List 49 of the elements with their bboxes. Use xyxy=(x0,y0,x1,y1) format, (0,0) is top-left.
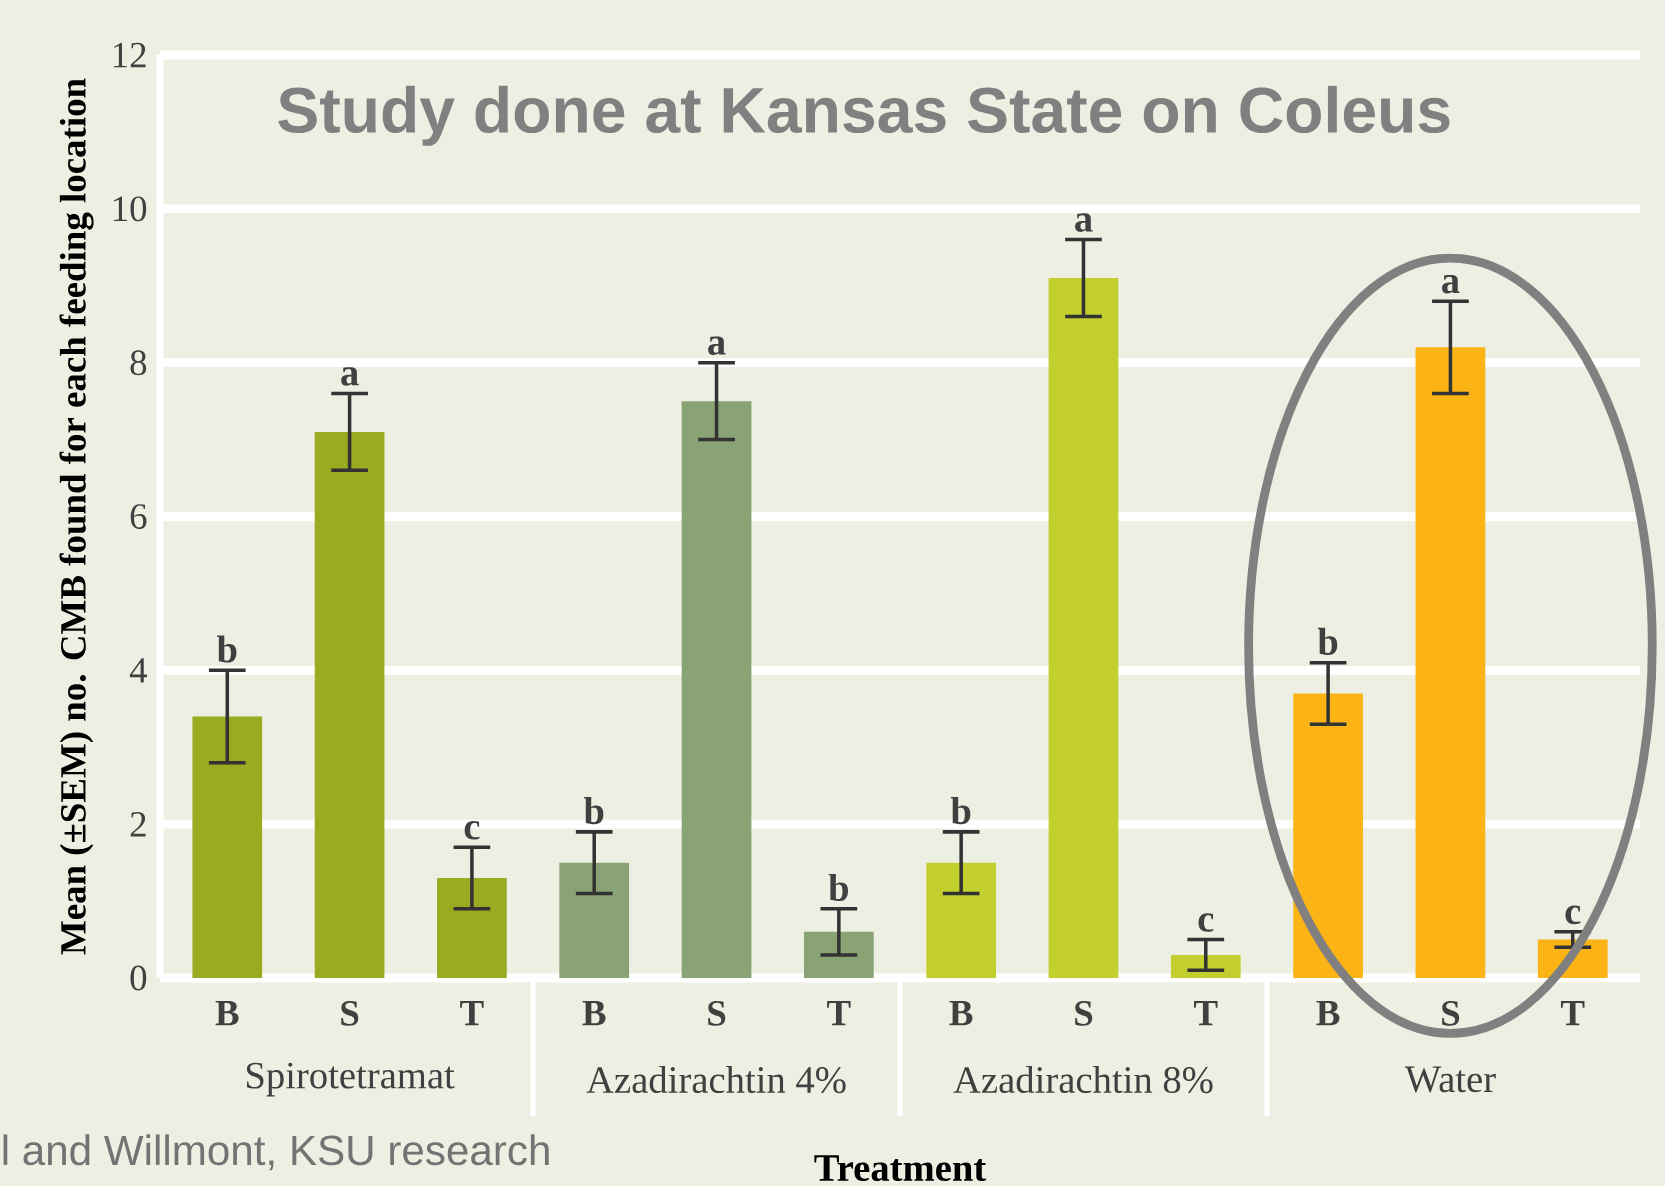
data-label: a xyxy=(341,367,359,386)
y-tick-label: 0 xyxy=(130,965,147,991)
data-label: b xyxy=(217,635,237,663)
x-tick-label: S xyxy=(341,1001,359,1026)
text: l and Willmont, KSU research xyxy=(3,1134,549,1171)
y-axis-title: Mean (±SEM) no. CMB found for each feeding location xyxy=(59,78,94,955)
bar xyxy=(559,862,630,979)
bar xyxy=(437,878,507,979)
x-tick-label: B xyxy=(215,1001,239,1026)
x-tick-label: S xyxy=(1075,1001,1093,1026)
bar xyxy=(1293,693,1363,979)
data-label: b xyxy=(583,797,604,825)
text: Azadirachtin 8% xyxy=(953,1066,1213,1094)
y-tick-label: 12 xyxy=(113,42,146,68)
x-tick-label: T xyxy=(1560,1001,1585,1026)
bar xyxy=(926,862,997,979)
y-tick-label: 2 xyxy=(130,812,146,837)
text: Spirotetramat xyxy=(246,1062,455,1097)
bar xyxy=(192,716,263,979)
x-axis-title: Treatment xyxy=(814,1155,987,1182)
x-tick-label: S xyxy=(1442,1001,1460,1026)
text: Azadirachtin 4% xyxy=(586,1066,846,1094)
bar xyxy=(1048,278,1119,979)
x-tick-label: T xyxy=(460,1001,484,1026)
y-tick-label: 10 xyxy=(113,196,147,222)
bar xyxy=(1415,347,1486,979)
data-label: b xyxy=(828,874,848,902)
data-label: a xyxy=(1442,275,1460,294)
data-label: b xyxy=(950,797,971,825)
data-label: a xyxy=(1075,213,1093,233)
x-tick-label: B xyxy=(949,1001,973,1026)
bar xyxy=(314,432,385,979)
data-label: b xyxy=(1317,627,1338,656)
x-tick-label: S xyxy=(708,1001,726,1026)
y-tick-label: 6 xyxy=(130,504,147,530)
y-tick-label: 4 xyxy=(129,658,147,683)
x-tick-label: B xyxy=(1316,1001,1340,1026)
x-tick-label: B xyxy=(582,1001,606,1026)
bar xyxy=(681,401,752,979)
data-label: a xyxy=(708,336,726,356)
y-tick-label: 8 xyxy=(130,350,147,376)
data-label: c xyxy=(464,821,480,840)
text: Water xyxy=(1404,1066,1496,1093)
data-label: c xyxy=(1198,913,1214,932)
chart-title: Study done at Kansas State on Coleus xyxy=(278,85,1450,146)
data-label: c xyxy=(1565,905,1581,925)
x-tick-label: T xyxy=(1194,1001,1218,1026)
bar xyxy=(803,931,874,979)
x-tick-label: T xyxy=(827,1001,851,1026)
